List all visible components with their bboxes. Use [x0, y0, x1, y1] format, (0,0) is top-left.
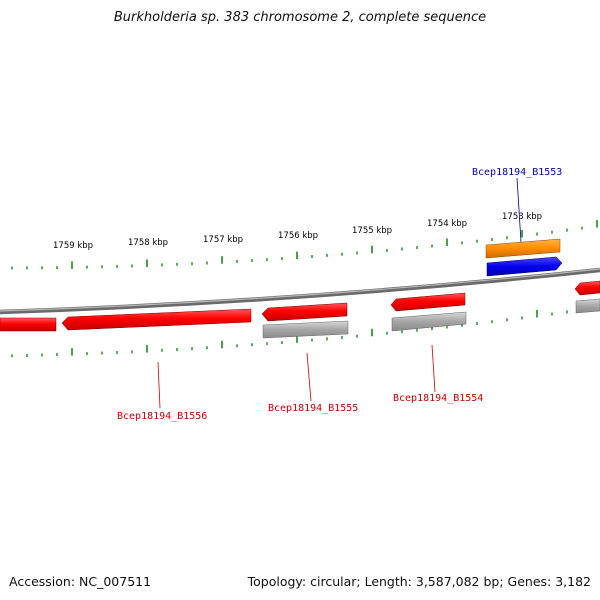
- gene-b1556b-cds-arrow[interactable]: [61, 308, 252, 331]
- tick-label: 1759 kbp: [53, 241, 93, 251]
- gene-b1553-gene-block[interactable]: [485, 238, 561, 259]
- topology-summary-text: Topology: circular; Length: 3,587,082 bp…: [247, 574, 591, 589]
- tick-label: 1753 kbp: [502, 212, 542, 222]
- gene-b1553-cds-arrow[interactable]: [486, 256, 563, 277]
- gene-label-b1556[interactable]: Bcep18194_B1556: [117, 411, 207, 422]
- gene-label-b1555[interactable]: Bcep18194_B1555: [268, 403, 358, 414]
- gene-b1555-cds-arrow[interactable]: [261, 302, 348, 322]
- gene-label-b1554[interactable]: Bcep18194_B1554: [393, 393, 483, 404]
- inner-tick-ring: [11, 306, 598, 358]
- label-line-b1555: [306, 352, 312, 402]
- chromosome-backbone-highlight: [0, 268, 600, 312]
- chromosome-backbone: [0, 267, 600, 315]
- tick-label: 1758 kbp: [128, 238, 168, 248]
- tick-label: 1754 kbp: [427, 219, 467, 229]
- label-line-b1554: [431, 344, 436, 393]
- gene-label-b1553[interactable]: Bcep18194_B1553: [472, 167, 562, 178]
- map-title: Burkholderia sp. 383 chromosome 2, compl…: [113, 10, 487, 25]
- gene-b1556-cds-arrow[interactable]: [0, 317, 57, 332]
- outer-tick-ring: [11, 220, 598, 270]
- gene-next-gene-block[interactable]: [575, 298, 600, 314]
- tick-label: 1756 kbp: [278, 231, 318, 241]
- label-line-b1556: [157, 361, 161, 409]
- tick-label: 1757 kbp: [203, 235, 243, 245]
- gene-b1555-gene-block[interactable]: [262, 320, 349, 339]
- tick-label: 1755 kbp: [352, 226, 392, 236]
- accession-text: Accession: NC_007511: [9, 574, 152, 589]
- label-line-b1553: [516, 177, 522, 243]
- gene-b1554-cds-arrow[interactable]: [390, 292, 466, 312]
- gene-next-cds-arrow[interactable]: [574, 280, 600, 296]
- gene-b1554-gene-block[interactable]: [391, 311, 467, 332]
